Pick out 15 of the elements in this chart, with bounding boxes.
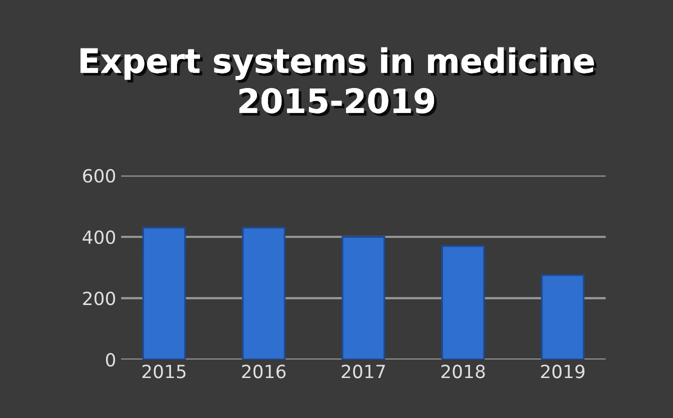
- bar: [242, 226, 286, 360]
- x-tick-label: 2019: [541, 364, 584, 378]
- bar: [142, 226, 186, 360]
- x-tick-label: 2016: [242, 364, 286, 378]
- x-tick-label: 2018: [441, 364, 485, 378]
- bar: [342, 236, 386, 360]
- bar: [441, 245, 485, 360]
- x-tick-label: 2015: [142, 364, 186, 378]
- y-tick-label: 400: [82, 230, 116, 244]
- x-tick-label: 2017: [342, 364, 385, 378]
- chart-title: Expert systems in medicine 2015-2019: [80, 47, 597, 116]
- y-tick-label: 600: [83, 169, 116, 183]
- y-tick-label: 0: [106, 352, 116, 367]
- bar: [540, 274, 585, 360]
- y-tick-label: 200: [83, 292, 116, 306]
